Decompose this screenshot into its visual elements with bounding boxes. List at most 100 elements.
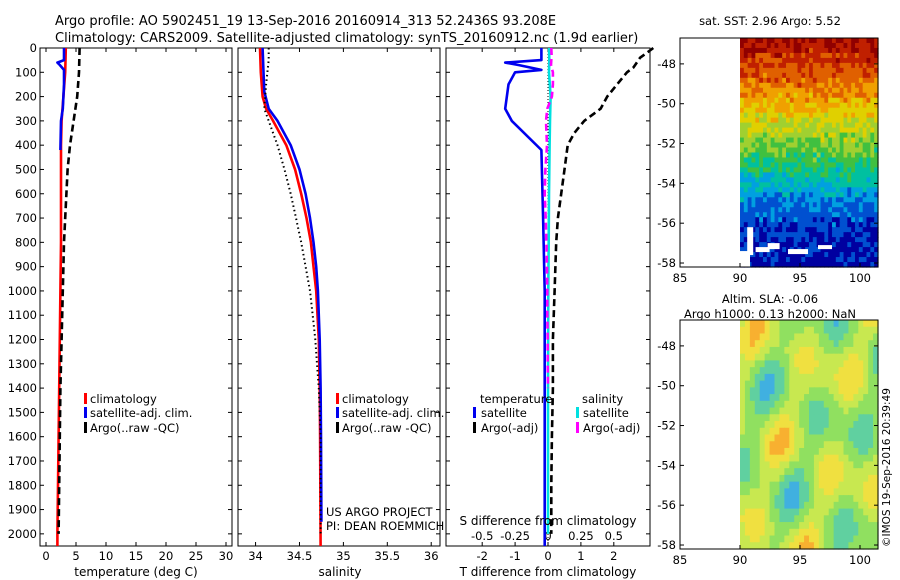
- sst-cell: [789, 97, 795, 104]
- sla-cell: [858, 468, 864, 476]
- sla-cell: [838, 501, 845, 510]
- sst-cell: [751, 227, 756, 233]
- sla-cell: [813, 542, 820, 550]
- sla-cell: [823, 387, 830, 395]
- sst-cell: [793, 232, 799, 238]
- sla-cell: [744, 326, 751, 335]
- sst-cell: [755, 82, 760, 89]
- sla-cell: [759, 434, 766, 442]
- sst-cell: [751, 172, 756, 178]
- sst-cell: [751, 257, 756, 263]
- sst-cell: [786, 92, 791, 99]
- y-tick-label: 1600: [8, 430, 37, 444]
- sla-cell: [740, 481, 746, 489]
- x-tick-label: 20: [159, 549, 174, 563]
- sst-cell: [839, 152, 845, 159]
- sst-cell: [797, 237, 802, 243]
- sst-cell: [866, 127, 871, 134]
- sst-cell: [870, 157, 875, 164]
- sst-cell: [870, 252, 875, 258]
- sst-cell: [847, 192, 852, 198]
- sst-cell: [766, 257, 772, 263]
- sst-cell: [855, 92, 860, 99]
- sla-cell: [769, 346, 776, 355]
- legend-swatch-satellite-adj: [336, 407, 339, 418]
- sst-cell: [793, 87, 799, 94]
- sla-cell: [833, 481, 840, 489]
- sla-cell: [828, 387, 835, 395]
- sla-cell: [769, 481, 776, 489]
- sst-cell: [786, 192, 791, 198]
- sla-cell: [858, 441, 864, 449]
- sst-cell: [855, 52, 860, 59]
- sla-cell: [789, 387, 795, 395]
- legend-swatch-t-satellite: [473, 407, 476, 418]
- sst-cell: [820, 47, 825, 54]
- sla-cell: [754, 542, 761, 550]
- sla-cell: [868, 495, 874, 503]
- sst-cell: [801, 67, 806, 74]
- sst-cell: [774, 97, 779, 104]
- sst-cell: [816, 192, 822, 198]
- lat-tick-label: -56: [657, 216, 676, 230]
- sst-cell: [782, 38, 787, 44]
- sst-cell: [782, 47, 787, 54]
- sla-cell: [838, 441, 845, 449]
- y-tick-label: 500: [15, 162, 37, 176]
- sla-cell: [749, 481, 756, 489]
- sst-cell: [824, 57, 829, 64]
- sst-cell: [858, 117, 864, 124]
- sla-cell: [744, 340, 751, 348]
- sla-cell: [838, 326, 845, 335]
- sla-cell: [863, 515, 869, 523]
- sst-cell: [828, 52, 833, 59]
- sst-cell: [866, 47, 871, 54]
- sla-cell: [828, 468, 835, 476]
- sst-cell: [832, 72, 837, 79]
- sst-cell: [793, 107, 799, 114]
- sst-cell: [828, 177, 833, 183]
- sla-cell: [769, 380, 776, 388]
- temperature-xlabel: temperature (deg C): [74, 565, 197, 579]
- sst-cell: [809, 197, 814, 203]
- sst-cell: [789, 252, 795, 258]
- sla-cell: [833, 320, 840, 328]
- sst-cell: [786, 252, 791, 258]
- sla-cell: [740, 407, 746, 415]
- sst-cell: [770, 87, 776, 94]
- sla-cell: [774, 373, 781, 382]
- sla-cell: [809, 367, 815, 375]
- sla-cell: [794, 454, 800, 463]
- sst-cell: [855, 262, 860, 268]
- sla-cell: [749, 427, 756, 436]
- sst-cell: [828, 167, 833, 174]
- sst-cell: [866, 42, 871, 49]
- sst-cell: [789, 52, 795, 59]
- sst-cell: [805, 202, 810, 208]
- sla-cell: [789, 373, 795, 382]
- sst-cell: [789, 197, 795, 203]
- sst-cell: [835, 82, 841, 89]
- sla-cell: [774, 535, 781, 543]
- sla-cell: [749, 434, 756, 442]
- sst-cell: [858, 252, 864, 258]
- sst-cell: [766, 62, 772, 69]
- sst-cell: [782, 207, 787, 213]
- sla-cell: [833, 535, 840, 543]
- sst-cell: [835, 207, 841, 213]
- sst-cell: [812, 252, 818, 258]
- sst-cell: [839, 247, 845, 253]
- sst-cell: [793, 152, 799, 159]
- sst-cell: [759, 197, 764, 203]
- sla-cell: [833, 542, 840, 550]
- sst-cell: [751, 107, 756, 114]
- sst-cell: [763, 217, 768, 223]
- sst-cell: [774, 87, 779, 94]
- sla-cell: [794, 474, 800, 483]
- sst-cell: [835, 62, 841, 69]
- sst-cell: [774, 72, 779, 79]
- legend-label-climatology: climatology: [90, 392, 157, 406]
- sla-cell: [818, 400, 825, 409]
- sla-cell: [858, 353, 864, 362]
- sst-cell: [751, 102, 756, 109]
